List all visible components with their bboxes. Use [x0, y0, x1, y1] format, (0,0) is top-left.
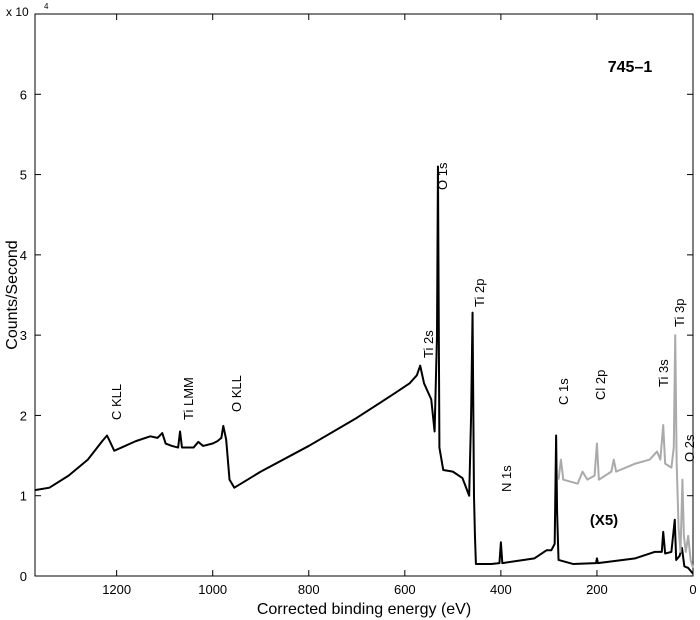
- peak-annotation: O 2s: [682, 434, 697, 462]
- y-tick-label: 2: [20, 408, 27, 423]
- spectrum-line: [557, 334, 694, 569]
- x-axis-label: Corrected binding energy (eV): [257, 601, 471, 618]
- peak-annotation: Ti 3s: [656, 359, 671, 387]
- x-tick-label: 200: [586, 582, 608, 597]
- y-tick-label: 4: [20, 248, 27, 263]
- y-tick-label: 1: [20, 489, 27, 504]
- peak-annotation: N 1s: [499, 465, 514, 492]
- peak-annotation: O 1s: [435, 162, 450, 190]
- peak-annotation: O KLL: [229, 375, 244, 412]
- x-tick-label: 400: [490, 582, 512, 597]
- y-tick-label: 5: [20, 168, 27, 183]
- plot-frame: [34, 13, 694, 577]
- x-tick-label: 600: [394, 582, 416, 597]
- axis-multiplier: x 10: [6, 5, 29, 19]
- peak-annotation: Ti 2s: [421, 330, 436, 358]
- y-axis-label: Counts/Second: [4, 240, 21, 349]
- x-tick-label: 800: [298, 582, 320, 597]
- y-tick-label: 0: [20, 569, 27, 584]
- spectrum-line: [34, 165, 694, 575]
- peak-annotation: (X5): [590, 512, 618, 529]
- axis-multiplier-exponent: 4: [44, 2, 49, 11]
- y-tick-label: 6: [20, 87, 27, 102]
- peak-annotation: Ti 3p: [672, 299, 687, 327]
- peak-annotation: Ti LMM: [181, 377, 196, 420]
- peak-annotation: C 1s: [556, 378, 571, 405]
- x-tick-label: 1200: [102, 582, 131, 597]
- x-tick-label: 1000: [198, 582, 227, 597]
- peak-annotation: C KLL: [109, 384, 124, 420]
- peak-annotation: Ti 2p: [472, 279, 487, 307]
- peak-annotation: Cl 2p: [593, 370, 608, 400]
- sample-label: 745–1: [608, 59, 653, 76]
- y-tick-label: 3: [20, 328, 27, 343]
- x-tick-label: 0: [689, 582, 696, 597]
